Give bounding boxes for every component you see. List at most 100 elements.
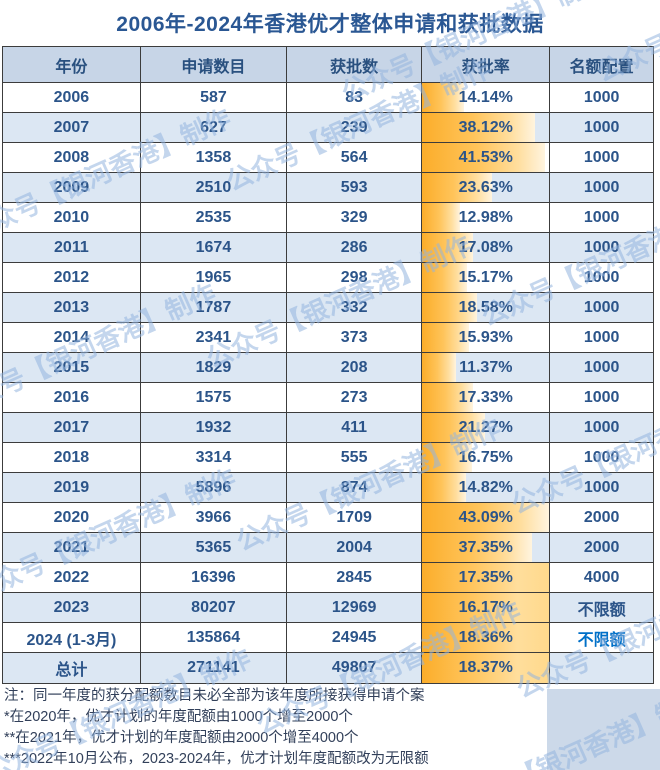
approved-cell: 332 — [287, 293, 423, 322]
rate-value: 43.09% — [458, 508, 513, 526]
table-row: 2007 627 239 38.12% 1000 — [3, 113, 653, 143]
rate-databar — [422, 413, 485, 442]
applications-cell: 1829 — [141, 353, 288, 382]
table-row: 2009 2510 593 23.63% 1000 — [3, 173, 653, 203]
table-row: 2019 5896 874 14.82% 1000 — [3, 473, 653, 503]
approved-cell: 286 — [287, 233, 423, 262]
quota-cell: 1000 — [583, 268, 620, 286]
approved-cell: 329 — [287, 203, 423, 232]
rate-cell: 15.17% — [422, 263, 551, 292]
header-applications: 申请数目 — [141, 47, 288, 82]
data-table: 年份 申请数目 获批数 获批率 名额配置 2006 587 83 14.14% 1000… — [2, 46, 654, 684]
applications-cell: 5896 — [141, 473, 288, 502]
header-year: 年份 — [3, 47, 141, 82]
quota-cell: 2000 — [583, 538, 620, 556]
year-cell: 2016 — [3, 383, 141, 412]
header-approved: 获批数 — [287, 47, 423, 82]
quota-cell: 1000 — [583, 148, 620, 166]
quota-cell: 不限额 — [577, 631, 626, 649]
year-cell: 2024 (1-3月) — [3, 623, 141, 652]
rate-value: 15.17% — [458, 268, 513, 286]
approved-cell: 593 — [287, 173, 423, 202]
approved-cell: 273 — [287, 383, 423, 412]
rate-value: 11.37% — [459, 358, 513, 376]
approved-cell: 239 — [287, 113, 423, 142]
rate-cell: 17.33% — [422, 383, 551, 412]
rate-value: 37.35% — [458, 538, 513, 556]
approved-cell: 2845 — [287, 563, 423, 592]
approved-cell: 2004 — [287, 533, 423, 562]
quota-cell: 1000 — [583, 88, 620, 106]
table-row: 2016 1575 273 17.33% 1000 — [3, 383, 653, 413]
rate-databar — [422, 443, 472, 472]
table-row: 2010 2535 329 12.98% 1000 — [3, 203, 653, 233]
year-cell: 2020 — [3, 503, 141, 532]
applications-cell: 1674 — [141, 233, 288, 262]
quota-cell: 2000 — [583, 508, 620, 526]
quota-cell: 1000 — [583, 418, 620, 436]
applications-cell: 587 — [141, 83, 288, 112]
quota-cell: 1000 — [583, 238, 620, 256]
rate-cell: 21.27% — [422, 413, 551, 442]
rate-value: 21.27% — [458, 418, 513, 436]
year-cell: 总计 — [3, 653, 141, 683]
applications-cell: 3966 — [141, 503, 288, 532]
rate-cell: 18.37% — [422, 653, 551, 683]
rate-cell: 43.09% — [422, 503, 551, 532]
year-cell: 2017 — [3, 413, 141, 442]
applications-cell: 1787 — [141, 293, 288, 322]
table-row: 2024 (1-3月) 135864 24945 18.36% 不限额 — [3, 623, 653, 653]
approved-cell: 12969 — [287, 593, 423, 622]
rate-cell: 38.12% — [422, 113, 551, 142]
quota-cell: 4000 — [583, 568, 620, 586]
year-cell: 2009 — [3, 173, 141, 202]
rate-databar — [422, 233, 473, 262]
rate-databar — [422, 503, 550, 532]
quota-cell: 1000 — [583, 118, 620, 136]
applications-cell: 16396 — [141, 563, 288, 592]
footnote: *在2020年，优才计划的年度配额由1000个增至2000个 — [4, 709, 353, 725]
applications-cell: 80207 — [141, 593, 288, 622]
year-cell: 2012 — [3, 263, 141, 292]
rate-value: 23.63% — [458, 178, 513, 196]
rate-databar — [422, 353, 456, 382]
footnotes: 注：同一年度的获分配额数目未必全部为该年度所接获得申请个案 *在2020年，优才… — [2, 686, 564, 770]
quota-cell: 1000 — [583, 298, 620, 316]
applications-cell: 1575 — [141, 383, 288, 412]
table-row: 2018 3314 555 16.75% 1000 — [3, 443, 653, 473]
table-row: 2022 16396 2845 17.35% 4000 — [3, 563, 653, 593]
rate-value: 12.98% — [458, 208, 513, 226]
applications-cell: 1965 — [141, 263, 288, 292]
rate-databar — [422, 203, 461, 232]
table-header-row: 年份 申请数目 获批数 获批率 名额配置 — [3, 47, 653, 83]
rate-value: 14.14% — [458, 88, 513, 106]
approved-cell: 555 — [287, 443, 423, 472]
rate-cell: 17.35% — [422, 563, 551, 592]
applications-cell: 627 — [141, 113, 288, 142]
applications-cell: 1932 — [141, 413, 288, 442]
table-row: 2008 1358 564 41.53% 1000 — [3, 143, 653, 173]
quota-cell: 1000 — [583, 328, 620, 346]
approved-cell: 24945 — [287, 623, 423, 652]
year-cell: 2013 — [3, 293, 141, 322]
rate-cell: 18.58% — [422, 293, 551, 322]
rate-databar — [422, 623, 550, 652]
rate-cell: 14.14% — [422, 83, 551, 112]
rate-value: 17.08% — [458, 238, 513, 256]
year-cell: 2015 — [3, 353, 141, 382]
rate-databar — [422, 143, 545, 172]
approved-cell: 83 — [287, 83, 423, 112]
table-row: 2021 5365 2004 37.35% 2000 — [3, 533, 653, 563]
corner-highlight-block — [547, 689, 660, 770]
quota-cell: 1000 — [583, 358, 620, 376]
quota-cell: 1000 — [583, 448, 620, 466]
header-rate: 获批率 — [422, 47, 551, 82]
rate-cell: 14.82% — [422, 473, 551, 502]
applications-cell: 2535 — [141, 203, 288, 232]
year-cell: 2007 — [3, 113, 141, 142]
applications-cell: 2510 — [141, 173, 288, 202]
rate-cell: 41.53% — [422, 143, 551, 172]
applications-cell: 1358 — [141, 143, 288, 172]
approved-cell: 874 — [287, 473, 423, 502]
header-quota: 名额配置 — [569, 58, 634, 76]
